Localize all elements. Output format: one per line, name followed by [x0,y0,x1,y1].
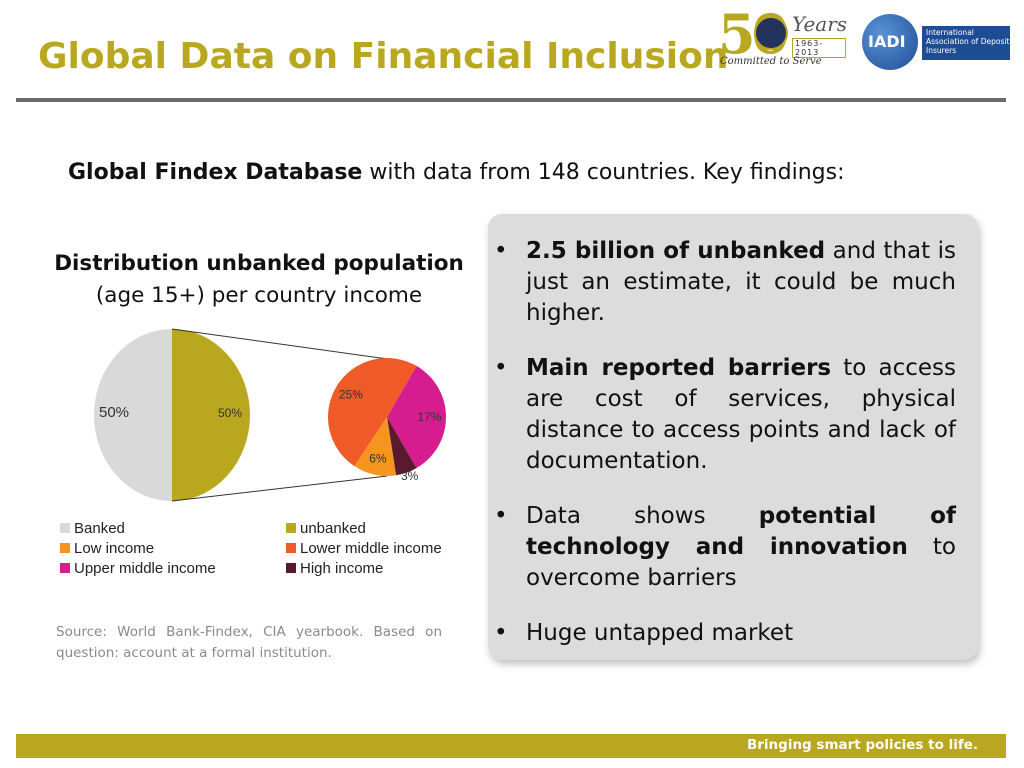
logo-year-range: 1963-2013 [792,38,846,58]
connector-line-top [171,328,388,360]
iadi-abbr: IADI [868,32,906,51]
legend-label: Low income [74,540,155,557]
legend-item-upper-middle-income: Upper middle income [60,560,216,577]
logo-tagline: Committed to Serve [720,56,822,67]
main-pie-label-unbanked: 50% [218,406,242,420]
legend-swatch [60,523,70,533]
legend-swatch [60,563,70,573]
iadi-logo: IADI International Association of Deposi… [862,12,1012,72]
legend-item-low-income: Low income [60,540,154,557]
globe-icon [862,14,918,70]
finding-item: Huge untapped market [492,618,956,649]
intro-rest: with data from 148 countries. Key findin… [362,160,838,185]
breakdown-label-low-income: 6% [369,451,387,465]
legend-item-high-income: High income [286,560,383,577]
pie-of-pie-chart: 50% 50% 17% 3% 6% 25% [94,328,446,502]
finding-bold: 2.5 billion of unbanked [526,238,826,264]
finding-text: to access are cost of services, physical… [526,355,956,474]
findings-list: 2.5 billion of unbanked and that is just… [492,236,956,673]
legend-swatch [286,523,296,533]
footer-bar: Bringing smart policies to life. [16,734,1006,758]
finding-item: Data shows potential of technology and i… [492,501,956,594]
chart-title: Distribution unbanked population [54,251,464,276]
finding-bold: Main reported barriers [526,355,832,381]
legend-item-unbanked: unbanked [286,520,366,537]
breakdown-slice-high-income [387,417,417,476]
seal-icon [754,16,788,50]
finding-text: Huge untapped market [526,620,794,646]
legend-swatch [286,543,296,553]
finding-item: Main reported barriers to access are cos… [492,353,956,477]
finding-bold: potential of technology and innovation [526,503,956,560]
finding-pre: Data shows [526,503,759,529]
legend-label: Upper middle income [74,560,216,577]
main-pie-slice-unbanked [172,329,250,501]
breakdown-label-lower-middle-income: 25% [339,388,363,402]
legend-swatch [60,543,70,553]
iadi-name: International Association of Deposit Ins… [926,28,1010,55]
finding-text: to overcome barriers [526,534,956,591]
finding-item: 2.5 billion of unbanked and that is just… [492,236,956,329]
iadi-name-bar [922,26,1010,60]
chart-heading: Distribution unbanked population (age 15… [36,248,482,312]
breakdown-slice-lower-middle-income [328,358,417,467]
title-divider [16,98,1006,102]
intro-bold: Global Findex Database [68,160,363,185]
main-pie-label-banked: 50% [99,404,129,421]
breakdown-slice-low-income [354,417,397,476]
intro-colon: : [837,160,845,185]
breakdown-label-high-income: 3% [401,469,419,483]
legend-item-banked: Banked [60,520,125,537]
page-title: Global Data on Financial Inclusion [38,36,729,77]
connector-line-bottom [171,475,388,502]
main-pie-slice-banked [94,329,172,501]
footer-tagline: Bringing smart policies to life. [746,737,978,753]
legend-label: Banked [74,520,125,537]
logo-years: Years [792,12,848,36]
breakdown-label-upper-middle-income: 17% [417,410,441,424]
legend-label: Lower middle income [300,540,442,557]
legend-label: unbanked [300,520,366,537]
legend-item-lower-middle-income: Lower middle income [286,540,442,557]
source-note: Source: World Bank-Findex, CIA yearbook.… [56,624,442,661]
legend-label: High income [300,560,384,577]
breakdown-slice-upper-middle-income [387,365,446,469]
legend-swatch [286,563,296,573]
finding-text: and that is just an estimate, it could b… [526,238,956,326]
chart-subtitle: (age 15+) per country income [95,283,423,308]
intro-line: Global Findex Database with data from 14… [68,160,844,185]
anniversary-logo: 50 Years 1963-2013 Committed to Serve [716,2,848,74]
